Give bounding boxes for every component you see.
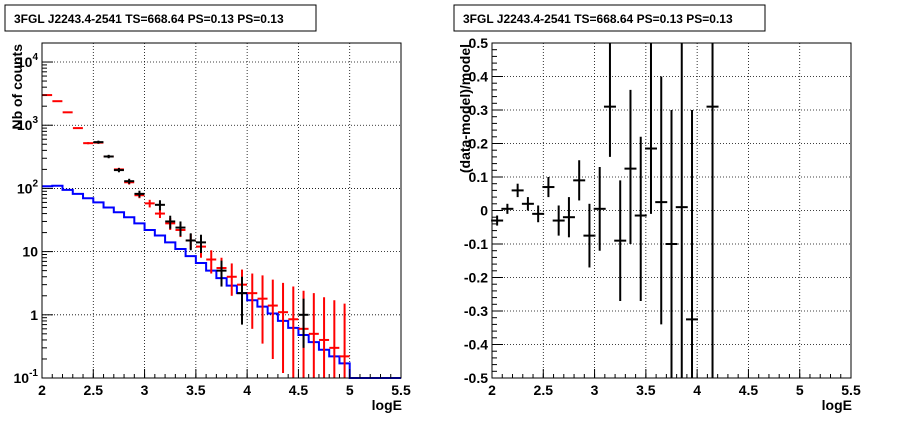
right-x-tick-label: 4	[693, 382, 701, 398]
right-x-tick-label: 4.5	[739, 382, 759, 398]
left-x-tick-label: 3.5	[186, 382, 206, 398]
right-grid	[492, 43, 851, 378]
right-x-tick-label: 3.5	[636, 382, 656, 398]
right-series	[491, 43, 719, 378]
left-y-tick-label: 10	[22, 244, 38, 260]
left-x-tick-label: 5	[346, 382, 354, 398]
left-title: 3FGL J2243.4-2541 TS=668.64 PS=0.13 PS=0…	[14, 12, 284, 26]
left-axes: 2 2.5 3 3.5 4 4.5 5 5.5 10-1 1 10 102 103 104	[14, 42, 411, 398]
left-plot-frame	[41, 42, 402, 379]
left-x-axis-title: logE	[372, 397, 402, 413]
left-x-tick-label: 5.5	[391, 382, 411, 398]
left-grid	[42, 43, 401, 378]
left-y-tick-label: 10-1	[14, 368, 39, 386]
right-y-axis-title: (data-model)/model	[457, 44, 473, 173]
right-y-tick-label: 0.3	[469, 102, 489, 118]
left-y-tick-label: 103	[17, 115, 39, 133]
right-y-tick-label: -0.2	[464, 270, 488, 286]
left-y-tick-label: 104	[17, 52, 39, 70]
right-y-tick-label: -0.4	[464, 337, 488, 353]
right-panel: 3FGL J2243.4-2541 TS=668.64 PS=0.13 PS=0…	[453, 4, 861, 413]
right-x-axis-title: logE	[822, 397, 852, 413]
right-x-tick-label: 5.5	[841, 382, 861, 398]
right-x-tick-label: 2	[488, 382, 496, 398]
right-x-tick-label: 2.5	[534, 382, 554, 398]
right-y-tick-label: 0.4	[469, 69, 489, 85]
left-y-tick-label: 102	[17, 178, 39, 196]
right-y-tick-label: 0.2	[469, 136, 489, 152]
right-y-tick-label: 0	[480, 203, 488, 219]
right-x-tick-label: 3	[591, 382, 599, 398]
right-y-tick-label: -0.3	[464, 303, 488, 319]
left-x-tick-label: 2	[38, 382, 46, 398]
left-panel: 3FGL J2243.4-2541 TS=668.64 PS=0.13 PS=0…	[4, 4, 411, 413]
left-x-tick-label: 3	[141, 382, 149, 398]
right-y-tick-label: -0.1	[464, 236, 488, 252]
left-y-tick-label: 1	[30, 307, 38, 323]
right-y-tick-label: -0.5	[464, 370, 488, 386]
right-axes: 2 2.5 3 3.5 4 4.5 5 5.5 -0.5 -0.4 -0.3 -0.2 -0.1 0 0.1…	[464, 35, 861, 398]
left-x-tick-label: 4.5	[289, 382, 309, 398]
right-title: 3FGL J2243.4-2541 TS=668.64 PS=0.13 PS=0…	[463, 12, 733, 26]
left-y-axis-title: Nb of counts	[9, 44, 25, 130]
right-y-tick-label: 0.5	[469, 35, 489, 51]
left-x-tick-label: 4	[243, 382, 251, 398]
right-title-box	[453, 4, 766, 32]
left-x-tick-label: 2.5	[84, 382, 104, 398]
left-series	[42, 94, 401, 379]
right-y-tick-label: 0.1	[469, 169, 489, 185]
left-title-box	[4, 4, 317, 32]
right-x-tick-label: 5	[796, 382, 804, 398]
